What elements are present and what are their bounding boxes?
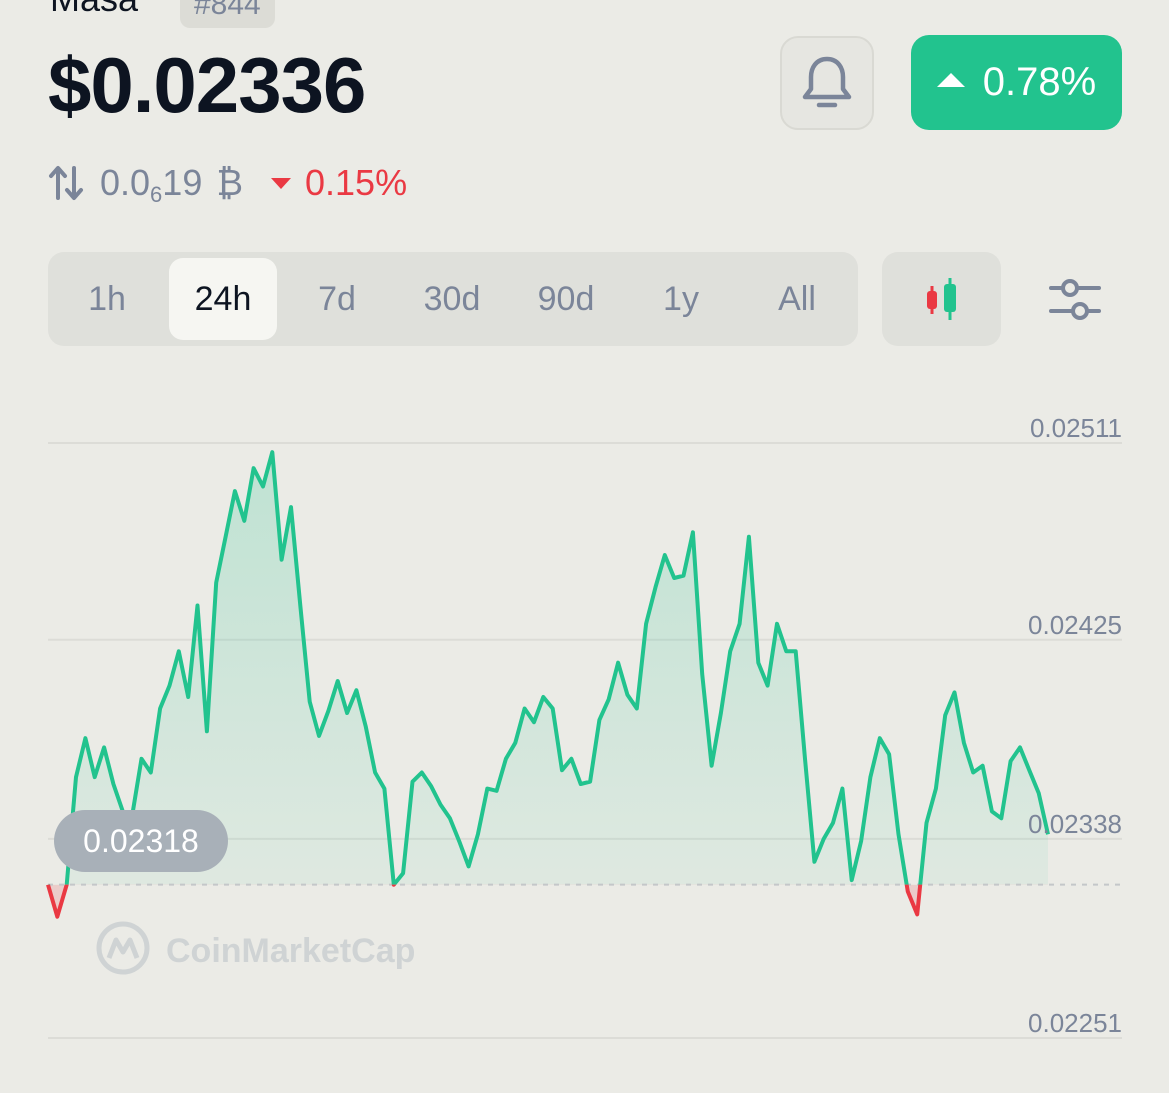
sliders-icon — [1049, 279, 1101, 320]
triangle-up-icon — [936, 72, 965, 87]
btc-price-row: 0.0 6 19 ₿ 0.15% — [48, 160, 408, 207]
candlestick-icon — [926, 278, 956, 320]
tab-all[interactable]: All — [778, 280, 816, 318]
btc-price-prefix: 0.0 — [100, 162, 151, 203]
price-chart[interactable]: CoinMarketCap 0.02511 0.02425 0.02338 0.022… — [0, 380, 1169, 1093]
tab-24h[interactable]: 24h — [169, 258, 277, 340]
price-line-above — [48, 450, 1050, 885]
tab-1y[interactable]: 1y — [663, 280, 699, 318]
price-alert-button[interactable] — [780, 36, 874, 130]
watermark-text: CoinMarketCap — [166, 932, 415, 970]
tab-1h[interactable]: 1h — [88, 280, 126, 318]
time-range-tabs: 1h 24h 7d 30d 90d 1y All — [48, 252, 858, 346]
y-tick-label: 0.02338 — [1028, 809, 1122, 839]
tab-7d[interactable]: 7d — [318, 280, 356, 318]
tab-90d[interactable]: 90d — [537, 280, 595, 318]
btc-price-subscript: 6 — [150, 182, 163, 207]
price: $0.02336 — [48, 41, 366, 129]
y-tick-label: 0.02251 — [1028, 1008, 1122, 1038]
tab-30d[interactable]: 30d — [423, 280, 481, 318]
btc-symbol: ₿ — [216, 162, 243, 203]
btc-change-value: 0.15% — [305, 162, 408, 203]
rank-badge: #844 — [180, 0, 275, 28]
btc-price-digits: 19 — [162, 162, 203, 203]
baseline-label: 0.02318 — [54, 810, 228, 872]
price-change-badge[interactable]: 0.78% — [911, 35, 1122, 130]
y-tick-label: 0.02511 — [1030, 413, 1122, 443]
swap-arrows-icon[interactable] — [48, 165, 84, 201]
y-tick-label: 0.02425 — [1028, 610, 1122, 640]
coinmarketcap-watermark: CoinMarketCap — [96, 921, 415, 975]
chart-settings-button[interactable] — [1030, 262, 1120, 338]
triangle-down-icon — [271, 177, 291, 189]
bell-icon — [802, 56, 852, 108]
chart-type-button[interactable] — [882, 252, 1001, 346]
coinmarketcap-logo-icon — [96, 921, 150, 975]
area-above-baseline — [66, 452, 1048, 885]
coin-name: Masa — [50, 0, 138, 20]
price-change-value: 0.78% — [982, 60, 1097, 104]
